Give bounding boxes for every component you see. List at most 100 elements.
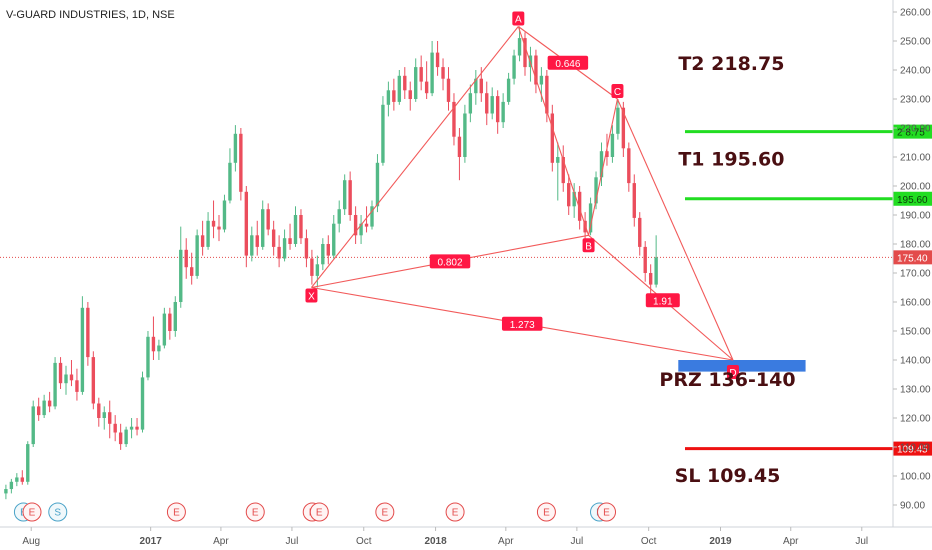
- candle-body: [124, 429, 128, 445]
- candle-body: [435, 52, 440, 68]
- candle-body: [577, 191, 582, 221]
- candle-body: [364, 223, 369, 227]
- candle-body: [457, 136, 462, 157]
- candle-body: [381, 104, 385, 163]
- candle-body: [239, 133, 243, 192]
- candle-body: [539, 75, 544, 85]
- candle-body: [293, 215, 298, 244]
- candle-body: [621, 107, 626, 149]
- event-markers: EESEEEEEEEEE: [13, 502, 617, 522]
- y-tick-label: 120.00: [900, 414, 931, 425]
- y-tick-label: 90.00: [900, 501, 925, 512]
- candle-body: [605, 151, 609, 157]
- candle-body: [20, 477, 24, 482]
- candle-body: [375, 162, 380, 207]
- candle-body: [353, 215, 358, 236]
- event-letter: S: [54, 508, 61, 519]
- point-tag-c: [611, 84, 624, 98]
- candle-body: [332, 223, 336, 256]
- candle-body: [348, 180, 352, 215]
- candle-body: [288, 238, 292, 244]
- x-tick-label: Jul: [570, 536, 583, 547]
- candle-body: [654, 257, 658, 285]
- y-tick-label: 250.00: [900, 37, 931, 48]
- candle-body: [168, 313, 172, 331]
- level-price-t1: 195.60: [897, 195, 928, 206]
- y-tick-label: 110.00: [900, 443, 930, 454]
- x-tick-label: Oct: [356, 536, 372, 547]
- candle-body: [233, 133, 238, 163]
- candle-body: [321, 244, 325, 265]
- y-tick-label: 220.00: [900, 124, 931, 135]
- candle-body: [397, 75, 402, 102]
- candle-body: [15, 477, 19, 482]
- candle-body: [206, 220, 210, 247]
- candles: [4, 26, 658, 500]
- candle-body: [42, 400, 46, 416]
- candle-body: [392, 90, 396, 102]
- point-label-a: A: [515, 15, 522, 26]
- x-tick-label: Oct: [641, 536, 657, 547]
- candle-body: [4, 489, 8, 494]
- x-tick-label: Jul: [855, 536, 868, 547]
- y-tick-label: 200.00: [900, 182, 931, 193]
- candle-body: [173, 302, 177, 331]
- candle-body: [638, 217, 642, 247]
- candle-body: [594, 177, 598, 204]
- candle-body: [337, 209, 341, 224]
- candle-body: [359, 223, 363, 236]
- candle-body: [474, 78, 478, 94]
- candle-body: [490, 96, 494, 114]
- candle-body: [64, 374, 68, 384]
- y-tick-label: 180.00: [900, 240, 931, 251]
- candle-body: [403, 75, 407, 91]
- candle-body: [102, 412, 106, 418]
- event-letter: E: [29, 508, 36, 519]
- event-letter: E: [543, 508, 550, 519]
- last-price-label: 175.40: [897, 253, 928, 264]
- candle-body: [118, 432, 123, 445]
- y-tick-label: 190.00: [900, 211, 931, 222]
- event-letter: E: [316, 508, 323, 519]
- candle-body: [561, 157, 565, 184]
- event-marker: [536, 502, 556, 522]
- candle-body: [430, 52, 434, 94]
- leg-bc: [588, 98, 618, 236]
- prz-rect: [678, 360, 806, 372]
- level-tag-sl: [893, 441, 932, 456]
- candle-body: [446, 78, 451, 102]
- candle-body: [299, 215, 303, 239]
- candle-body: [146, 336, 150, 378]
- candle-body: [113, 423, 117, 433]
- candle-body: [616, 107, 620, 134]
- candle-body: [326, 244, 330, 256]
- x-tick-label: 2017: [140, 536, 163, 547]
- candle-body: [463, 113, 467, 157]
- y-tick-label: 130.00: [900, 385, 931, 396]
- candle-body: [282, 238, 287, 259]
- candle-body: [441, 67, 445, 79]
- candle-body: [479, 78, 483, 94]
- x-tick-label: Jul: [286, 536, 299, 547]
- candle-body: [414, 67, 418, 99]
- candle-body: [58, 362, 63, 384]
- ratio-tag: [645, 293, 680, 308]
- candle-body: [501, 101, 505, 123]
- event-marker: [597, 502, 617, 522]
- point-label-c: C: [614, 87, 621, 98]
- candle-body: [315, 264, 320, 276]
- candle-body: [222, 200, 227, 230]
- candle-body: [419, 67, 423, 82]
- x-tick-label: 2018: [424, 536, 447, 547]
- event-letter: E: [452, 508, 459, 519]
- candle-body: [47, 400, 52, 407]
- candle-body: [452, 101, 456, 137]
- level-price-sl: 109.45: [897, 445, 928, 456]
- leg-ab: [517, 26, 590, 236]
- annotation-text: T1 195.60: [678, 149, 784, 171]
- candle-body: [485, 93, 489, 114]
- x-tick-label: Apr: [498, 536, 514, 547]
- y-tick-label: 140.00: [900, 356, 931, 367]
